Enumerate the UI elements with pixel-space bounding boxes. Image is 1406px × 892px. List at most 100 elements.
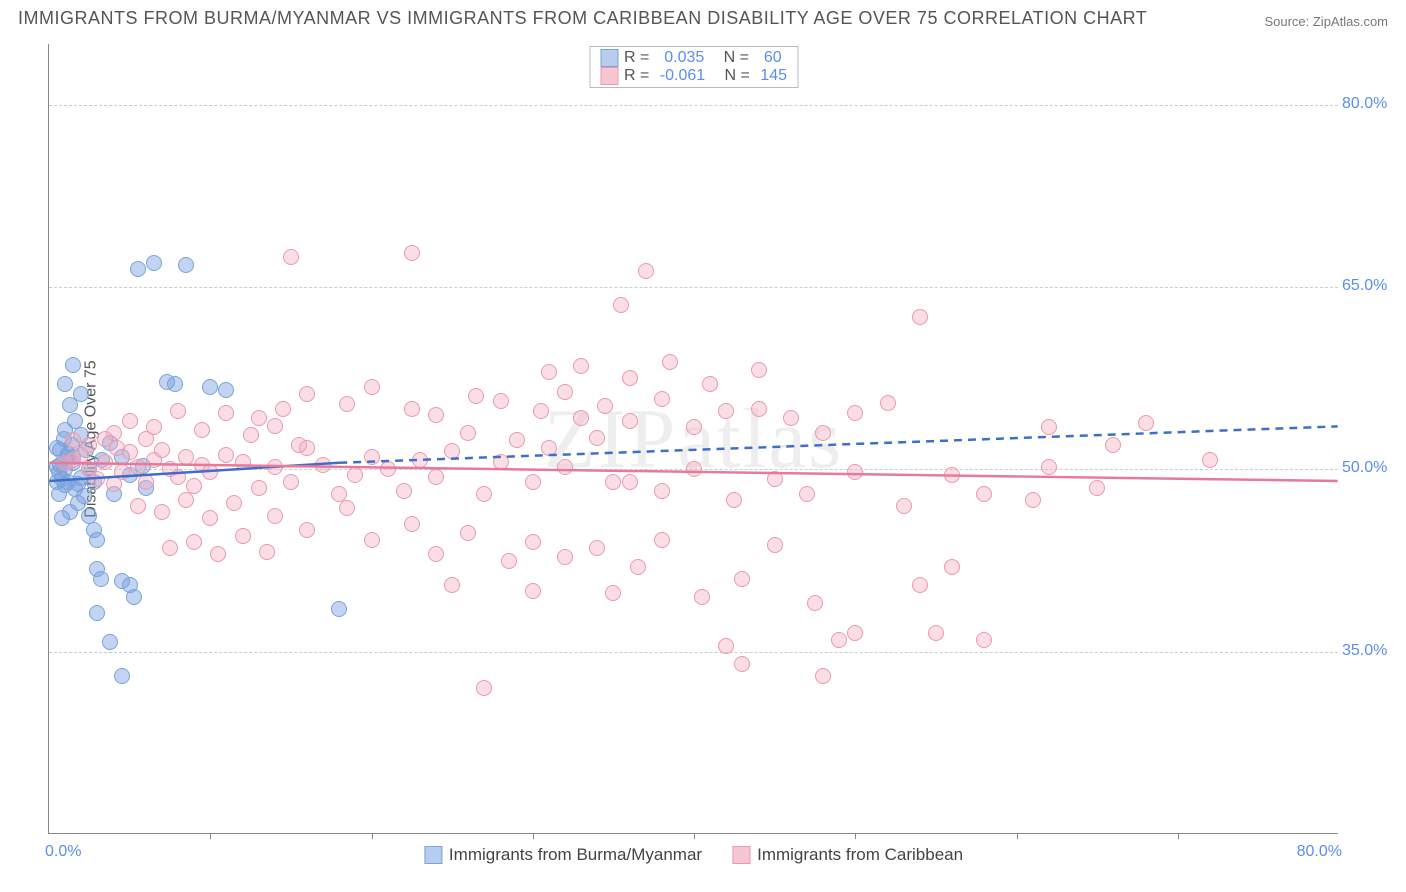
data-point: [57, 376, 73, 392]
data-point: [686, 419, 702, 435]
data-point: [1202, 452, 1218, 468]
data-point: [815, 668, 831, 684]
data-point: [589, 540, 605, 556]
grid-line: [49, 287, 1338, 288]
data-point: [126, 589, 142, 605]
data-point: [428, 407, 444, 423]
data-point: [847, 405, 863, 421]
data-point: [976, 486, 992, 502]
data-point: [202, 510, 218, 526]
data-point: [944, 559, 960, 575]
data-point: [170, 469, 186, 485]
data-point: [202, 464, 218, 480]
data-point: [444, 577, 460, 593]
data-point: [339, 500, 355, 516]
data-point: [630, 559, 646, 575]
data-point: [251, 410, 267, 426]
data-point: [154, 442, 170, 458]
data-point: [62, 504, 78, 520]
data-point: [114, 668, 130, 684]
grid-line: [49, 105, 1338, 106]
x-min-label: 0.0%: [45, 843, 81, 861]
data-point: [976, 632, 992, 648]
legend-series: Immigrants from Burma/Myanmar Immigrants…: [424, 845, 963, 865]
data-point: [170, 403, 186, 419]
data-point: [49, 440, 65, 456]
data-point: [404, 245, 420, 261]
swatch-burma-icon: [424, 846, 442, 864]
data-point: [65, 432, 81, 448]
data-point: [928, 625, 944, 641]
data-point: [597, 398, 613, 414]
data-point: [89, 532, 105, 548]
data-point: [493, 454, 509, 470]
data-point: [468, 388, 484, 404]
data-point: [267, 459, 283, 475]
data-point: [476, 680, 492, 696]
data-point: [97, 454, 113, 470]
legend-n-label-0: N =: [710, 49, 758, 67]
data-point: [662, 354, 678, 370]
legend-n-label-1: N =: [711, 67, 754, 85]
data-point: [541, 440, 557, 456]
data-point: [799, 486, 815, 502]
data-point: [1105, 437, 1121, 453]
y-tick-label: 65.0%: [1342, 277, 1396, 295]
data-point: [702, 376, 718, 392]
legend-n-0: 60: [764, 49, 782, 67]
data-point: [815, 425, 831, 441]
data-point: [541, 364, 557, 380]
data-point: [130, 261, 146, 277]
data-point: [654, 483, 670, 499]
data-point: [178, 449, 194, 465]
data-point: [122, 413, 138, 429]
data-point: [283, 249, 299, 265]
x-tick: [210, 833, 211, 839]
y-tick-label: 50.0%: [1342, 459, 1396, 477]
chart-area: Disability Age Over 75 ZIPatlas 35.0%50.…: [48, 44, 1338, 834]
data-point: [428, 546, 444, 562]
data-point: [509, 432, 525, 448]
legend-label-caribbean: Immigrants from Caribbean: [757, 845, 963, 865]
data-point: [557, 549, 573, 565]
data-point: [896, 498, 912, 514]
data-point: [186, 534, 202, 550]
data-point: [557, 459, 573, 475]
data-point: [138, 474, 154, 490]
data-point: [81, 508, 97, 524]
data-point: [912, 309, 928, 325]
data-point: [622, 413, 638, 429]
data-point: [767, 537, 783, 553]
data-point: [235, 528, 251, 544]
source-label: Source: ZipAtlas.com: [1264, 14, 1388, 29]
legend-item-caribbean: Immigrants from Caribbean: [732, 845, 963, 865]
data-point: [726, 492, 742, 508]
data-point: [501, 553, 517, 569]
data-point: [734, 656, 750, 672]
data-point: [525, 534, 541, 550]
data-point: [102, 634, 118, 650]
data-point: [605, 585, 621, 601]
y-tick-label: 35.0%: [1342, 642, 1396, 660]
data-point: [167, 376, 183, 392]
data-point: [259, 544, 275, 560]
data-point: [734, 571, 750, 587]
data-point: [751, 401, 767, 417]
legend-item-burma: Immigrants from Burma/Myanmar: [424, 845, 702, 865]
data-point: [81, 437, 97, 453]
legend-r-1: -0.061: [660, 67, 705, 85]
data-point: [114, 464, 130, 480]
data-point: [944, 467, 960, 483]
data-point: [533, 403, 549, 419]
data-point: [589, 430, 605, 446]
swatch-caribbean-icon: [732, 846, 750, 864]
data-point: [70, 476, 86, 492]
data-point: [235, 454, 251, 470]
data-point: [218, 382, 234, 398]
data-point: [694, 589, 710, 605]
data-point: [275, 401, 291, 417]
legend-r-0: 0.035: [664, 49, 704, 67]
data-point: [767, 471, 783, 487]
data-point: [428, 469, 444, 485]
data-point: [622, 474, 638, 490]
